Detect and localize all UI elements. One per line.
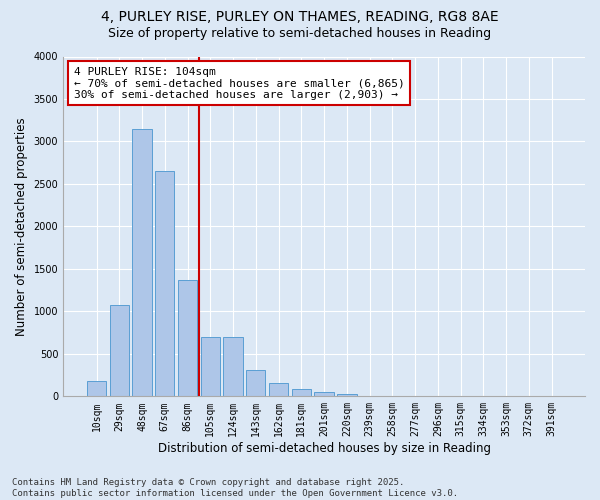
Text: Size of property relative to semi-detached houses in Reading: Size of property relative to semi-detach… (109, 28, 491, 40)
Bar (133, 128, 152, 396)
Bar (269, 382, 288, 396)
Bar (292, 388, 311, 396)
Text: Contains HM Land Registry data © Crown copyright and database right 2025.
Contai: Contains HM Land Registry data © Crown c… (12, 478, 458, 498)
X-axis label: Distribution of semi-detached houses by size in Reading: Distribution of semi-detached houses by … (158, 442, 491, 455)
Bar (223, 337, 243, 396)
Y-axis label: Number of semi-detached properties: Number of semi-detached properties (15, 117, 28, 336)
Bar (155, 171, 175, 396)
Bar (178, 280, 197, 396)
Bar (337, 394, 356, 396)
Bar (200, 337, 220, 396)
Bar (87, 382, 106, 396)
Bar (110, 305, 129, 396)
Bar (314, 392, 334, 396)
Bar (246, 370, 265, 396)
Text: 4, PURLEY RISE, PURLEY ON THAMES, READING, RG8 8AE: 4, PURLEY RISE, PURLEY ON THAMES, READIN… (101, 10, 499, 24)
Text: 4 PURLEY RISE: 104sqm
← 70% of semi-detached houses are smaller (6,865)
30% of s: 4 PURLEY RISE: 104sqm ← 70% of semi-deta… (74, 66, 404, 100)
